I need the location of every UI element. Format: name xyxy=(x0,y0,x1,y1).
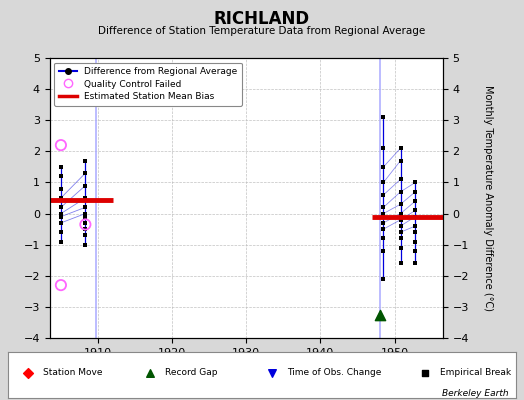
Point xyxy=(396,260,405,266)
Point xyxy=(379,235,388,242)
Point xyxy=(379,204,388,210)
Point xyxy=(379,210,388,217)
Point xyxy=(379,226,388,232)
Point xyxy=(411,260,420,266)
Point xyxy=(57,164,65,170)
Point xyxy=(57,195,65,201)
Point xyxy=(81,214,90,220)
Point xyxy=(379,145,388,152)
Point xyxy=(379,220,388,226)
Point xyxy=(411,188,420,195)
Point xyxy=(81,210,90,217)
Point xyxy=(396,223,405,229)
Text: RICHLAND: RICHLAND xyxy=(214,10,310,28)
Point xyxy=(411,198,420,204)
Point xyxy=(81,242,90,248)
Point xyxy=(420,370,429,376)
Point xyxy=(379,114,388,120)
Point xyxy=(81,158,90,164)
Point xyxy=(81,195,90,201)
Point xyxy=(396,201,405,208)
Point xyxy=(57,238,65,245)
Point xyxy=(411,229,420,236)
Point xyxy=(396,158,405,164)
Point xyxy=(396,235,405,242)
Point xyxy=(57,142,65,148)
Point xyxy=(81,220,90,226)
Point xyxy=(57,186,65,192)
Point xyxy=(57,204,65,210)
Text: Difference of Station Temperature Data from Regional Average: Difference of Station Temperature Data f… xyxy=(99,26,425,36)
Point xyxy=(81,182,90,189)
Point xyxy=(396,176,405,182)
Point xyxy=(396,229,405,236)
Point xyxy=(396,188,405,195)
Point xyxy=(411,207,420,214)
Point xyxy=(81,170,90,176)
Point xyxy=(379,164,388,170)
Point xyxy=(57,214,65,220)
Point xyxy=(379,179,388,186)
Legend: Difference from Regional Average, Quality Control Failed, Estimated Station Mean: Difference from Regional Average, Qualit… xyxy=(54,62,242,106)
Point xyxy=(379,248,388,254)
Point xyxy=(411,223,420,229)
Point xyxy=(57,210,65,217)
Point xyxy=(57,220,65,226)
Point xyxy=(376,312,384,318)
Point xyxy=(411,238,420,245)
Point xyxy=(268,370,276,376)
Point xyxy=(379,276,388,282)
Point xyxy=(57,229,65,236)
Text: Time of Obs. Change: Time of Obs. Change xyxy=(288,368,382,377)
Point xyxy=(81,232,90,238)
Point xyxy=(24,370,32,376)
Point xyxy=(81,204,90,210)
Point xyxy=(81,221,90,228)
Point xyxy=(411,179,420,186)
Point xyxy=(81,226,90,232)
Point xyxy=(57,173,65,180)
Text: Empirical Break: Empirical Break xyxy=(440,368,511,377)
Y-axis label: Monthly Temperature Anomaly Difference (°C): Monthly Temperature Anomaly Difference (… xyxy=(483,85,493,311)
Point xyxy=(396,210,405,217)
Text: Berkeley Earth: Berkeley Earth xyxy=(442,389,508,398)
Point xyxy=(411,248,420,254)
Text: Station Move: Station Move xyxy=(43,368,103,377)
Point xyxy=(57,282,65,288)
Point xyxy=(379,192,388,198)
Text: Record Gap: Record Gap xyxy=(166,368,218,377)
Point xyxy=(396,244,405,251)
Point xyxy=(411,214,420,220)
Point xyxy=(396,216,405,223)
Point xyxy=(146,370,155,376)
Point xyxy=(396,145,405,152)
